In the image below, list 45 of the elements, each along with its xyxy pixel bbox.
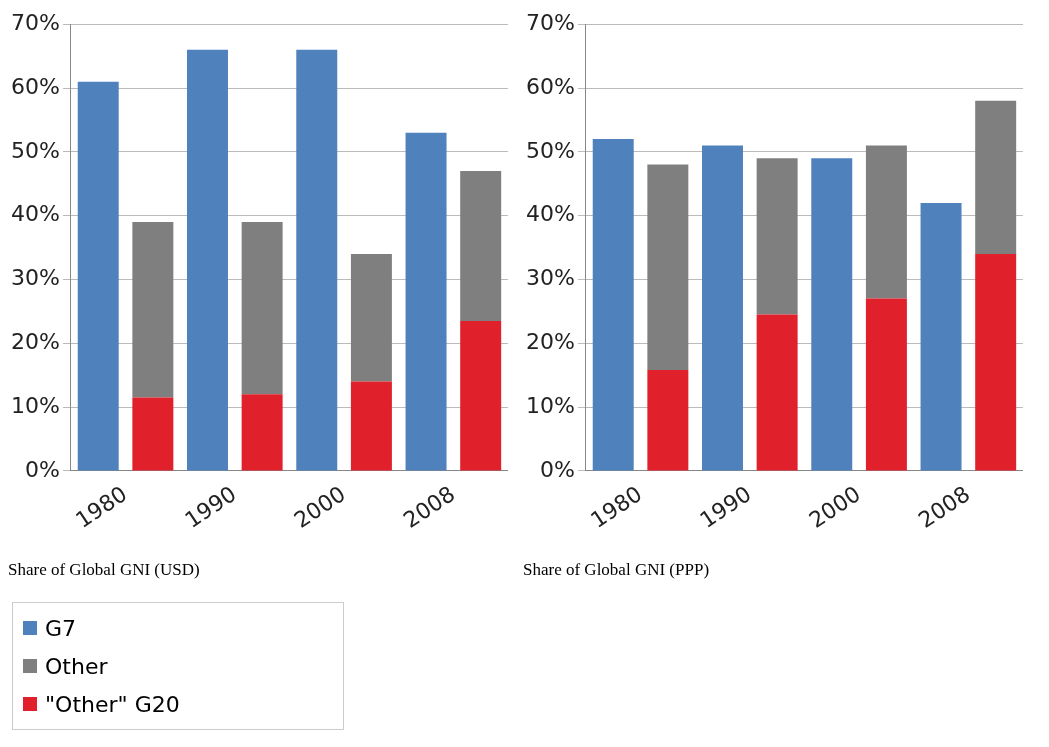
y-tick-label: 70% bbox=[525, 9, 575, 35]
bar bbox=[460, 320, 502, 471]
y-tick-label: 40% bbox=[10, 201, 60, 227]
bar bbox=[405, 132, 447, 471]
y-tick-label: 0% bbox=[539, 456, 575, 482]
bar bbox=[132, 397, 174, 471]
y-tick-label: 50% bbox=[10, 137, 60, 163]
y-tick-label: 20% bbox=[10, 329, 60, 355]
bar bbox=[647, 370, 689, 471]
bar bbox=[350, 381, 392, 471]
bar bbox=[975, 253, 1017, 471]
bar bbox=[865, 298, 907, 471]
y-tick-label: 50% bbox=[525, 137, 575, 163]
y-tick-label: 40% bbox=[525, 201, 575, 227]
y-tick-label: 10% bbox=[525, 392, 575, 418]
y-tick-label: 0% bbox=[24, 456, 60, 482]
bar bbox=[296, 49, 338, 471]
legend-label: "Other" G20 bbox=[45, 691, 180, 717]
legend-label: G7 bbox=[45, 615, 77, 641]
bar bbox=[132, 222, 174, 398]
bar bbox=[920, 202, 962, 471]
text: Share of Global GNI (USD) bbox=[8, 560, 201, 580]
bar bbox=[647, 164, 689, 371]
bar bbox=[460, 170, 502, 321]
bar bbox=[702, 145, 743, 471]
y-tick-label: 70% bbox=[10, 9, 60, 35]
y-tick-label: 30% bbox=[10, 265, 60, 291]
bar bbox=[241, 394, 283, 471]
y-tick-label: 60% bbox=[10, 73, 60, 99]
bar bbox=[187, 49, 228, 471]
bar bbox=[865, 145, 907, 299]
bar bbox=[756, 314, 798, 471]
y-tick-label: 60% bbox=[525, 73, 575, 99]
bar bbox=[592, 139, 634, 471]
bar bbox=[811, 158, 853, 471]
bar bbox=[756, 158, 798, 315]
y-tick-label: 20% bbox=[525, 329, 575, 355]
text: Share of Global GNI (PPP) bbox=[523, 560, 711, 580]
bar bbox=[350, 253, 392, 382]
y-tick-label: 10% bbox=[10, 392, 60, 418]
y-tick-label: 30% bbox=[525, 265, 575, 291]
legend-label: Other bbox=[45, 653, 108, 679]
bar bbox=[975, 100, 1017, 254]
bar bbox=[241, 222, 283, 395]
bar bbox=[77, 81, 119, 471]
